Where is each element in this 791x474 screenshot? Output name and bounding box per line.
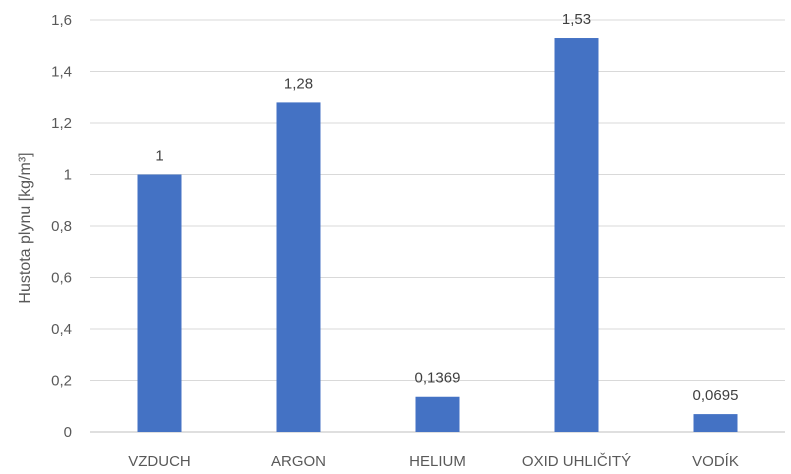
x-category-label: ARGON	[271, 453, 326, 470]
data-label: 0,1369	[415, 370, 461, 387]
y-tick-label: 1,4	[51, 64, 72, 81]
bar	[276, 102, 321, 433]
x-category-label: HELIUM	[409, 453, 466, 470]
y-tick-label: 0,6	[51, 270, 72, 287]
y-axis-title: Hustota plynu [kg/m³]	[17, 152, 34, 303]
x-axis-categories: VZDUCH ARGON HELIUM OXID UHLIČITÝ VODÍK	[128, 453, 739, 470]
bar	[693, 414, 738, 432]
x-category-label: OXID UHLIČITÝ	[522, 453, 631, 470]
x-category-label: VZDUCH	[128, 453, 191, 470]
y-tick-label: 0	[64, 424, 72, 441]
gridlines	[90, 19, 785, 433]
y-tick-label: 0,4	[51, 321, 72, 338]
data-labels: 1 1,28 0,1369 1,53 0,0695	[155, 11, 738, 404]
data-label: 1,28	[284, 75, 313, 92]
bar	[137, 174, 182, 432]
y-tick-label: 0,8	[51, 218, 72, 235]
y-tick-label: 0,2	[51, 373, 72, 390]
bar	[554, 38, 599, 433]
y-axis-ticks: 0 0,2 0,4 0,6 0,8 1 1,2 1,4 1,6	[51, 12, 72, 441]
bar	[415, 396, 460, 432]
data-label: 0,0695	[693, 387, 739, 404]
data-label: 1,53	[562, 11, 591, 28]
y-tick-label: 1	[64, 167, 72, 184]
bars	[137, 38, 738, 433]
data-label: 1	[155, 148, 163, 165]
x-category-label: VODÍK	[692, 453, 739, 470]
y-tick-label: 1,2	[51, 115, 72, 132]
y-tick-label: 1,6	[51, 12, 72, 29]
